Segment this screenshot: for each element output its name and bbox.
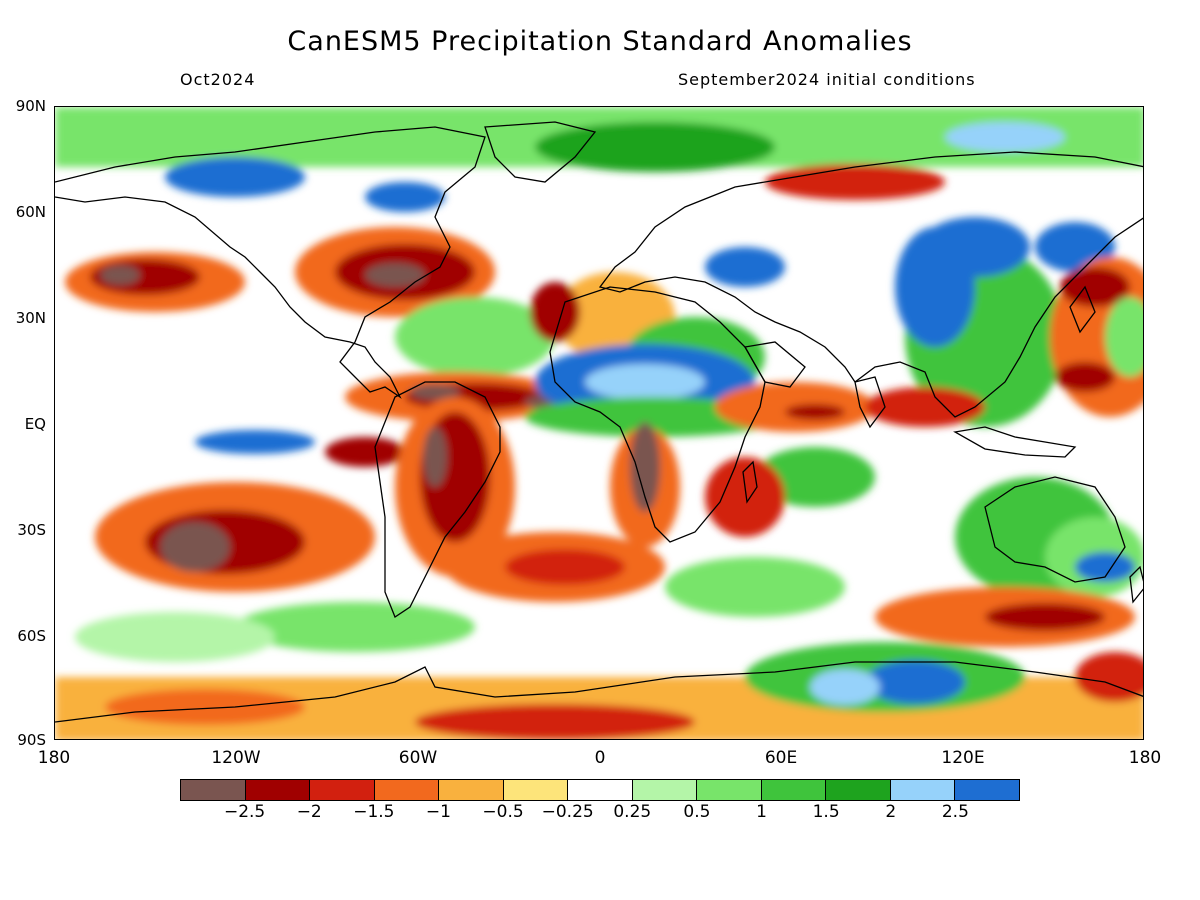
colorbar-swatch bbox=[568, 780, 633, 800]
colorbar-tick-label: 0.5 bbox=[683, 802, 711, 822]
colorbar-tick-label: 1.5 bbox=[812, 802, 840, 822]
colorbar-swatch bbox=[374, 780, 440, 800]
colorbar-swatch bbox=[181, 780, 246, 800]
anomaly-map bbox=[54, 106, 1144, 740]
lat-label-90n: 90N bbox=[15, 97, 46, 115]
colorbar-swatch bbox=[503, 780, 569, 800]
lon-label-180w: 180 bbox=[37, 748, 71, 768]
chart-title: CanESM5 Precipitation Standard Anomalies bbox=[287, 26, 913, 57]
colorbar-swatch bbox=[310, 780, 375, 800]
lon-label-60w: 60W bbox=[398, 748, 438, 768]
colorbar-tick-label: 2 bbox=[885, 802, 897, 822]
lon-label-120w: 120W bbox=[211, 748, 261, 768]
forecast-month-label: Oct2024 bbox=[180, 70, 256, 89]
lat-label-60s: 60S bbox=[17, 627, 46, 645]
colorbar-swatch bbox=[826, 780, 891, 800]
colorbar-swatch bbox=[245, 780, 311, 800]
colorbar-swatch bbox=[890, 780, 956, 800]
colorbar-swatch bbox=[761, 780, 827, 800]
lon-label-60e: 60E bbox=[764, 748, 798, 768]
initial-conditions-label: September2024 initial conditions bbox=[678, 70, 976, 89]
lat-label-30n: 30N bbox=[15, 309, 46, 327]
colorbar-tick-label: −1.5 bbox=[353, 802, 395, 822]
coastlines bbox=[55, 121, 1143, 723]
colorbar-swatch bbox=[697, 780, 762, 800]
lat-label-60n: 60N bbox=[15, 203, 46, 221]
colorbar-tick-label: −2.5 bbox=[223, 802, 266, 822]
colorbar bbox=[180, 779, 1020, 801]
colorbar-tick-label: −0.25 bbox=[541, 802, 594, 822]
colorbar-tick-label: −2 bbox=[296, 802, 322, 822]
colorbar-swatch bbox=[955, 780, 1019, 800]
lon-label-120e: 120E bbox=[941, 748, 985, 768]
colorbar-tick-label: −1 bbox=[425, 802, 451, 822]
lat-label-90s: 90S bbox=[17, 731, 46, 749]
colorbar-swatch bbox=[632, 780, 698, 800]
lat-label-eq: EQ bbox=[24, 415, 46, 433]
anomaly-map-svg bbox=[55, 107, 1143, 739]
colorbar-tick-label: 0.25 bbox=[613, 802, 652, 822]
colorbar-swatch bbox=[439, 780, 504, 800]
colorbar-tick-label: 2.5 bbox=[941, 802, 969, 822]
lat-label-30s: 30S bbox=[17, 521, 46, 539]
anomaly-field bbox=[55, 107, 1143, 739]
colorbar-tick-label: −0.5 bbox=[482, 802, 524, 822]
lon-label-180e: 180 bbox=[1128, 748, 1162, 768]
colorbar-tick-label: 1 bbox=[756, 802, 767, 822]
lon-label-0: 0 bbox=[594, 748, 606, 768]
